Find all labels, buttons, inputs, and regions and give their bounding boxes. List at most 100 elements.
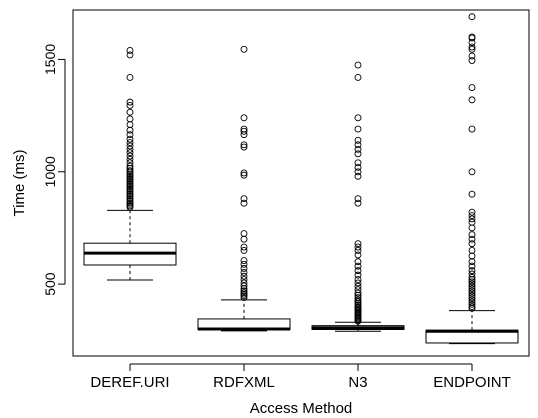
outlier-point [468,280,476,288]
outlier-point [126,199,134,207]
outlier-point [354,251,362,259]
outlier-point [126,190,134,198]
outlier-point [240,246,248,254]
outlier-point [354,145,362,153]
outlier-point [468,298,476,306]
outlier-point [240,169,248,177]
outlier-point [468,190,476,198]
outlier-point [354,114,362,122]
outlier-point [126,142,134,150]
outlier-point [354,243,362,251]
outlier-point [468,231,476,239]
outlier-point [468,289,476,297]
outlier-point [468,262,476,270]
outlier-point [126,51,134,59]
outlier-point [240,45,248,53]
outlier-point [240,287,248,295]
outlier-point [354,258,362,266]
outlier-point [354,163,362,171]
y-tick-label: 1500 [42,44,58,75]
boxes [83,13,519,345]
box-endpoint [425,13,519,345]
outlier-point [240,264,248,272]
outlier-point [126,197,134,205]
outlier-point [240,268,248,276]
outlier-point [468,278,476,286]
outlier-point [468,33,476,41]
outlier-point [354,136,362,144]
outlier-point [354,199,362,207]
outlier-point [126,180,134,188]
outlier-point [354,303,362,311]
outlier-point [468,294,476,302]
outlier-point [126,162,134,170]
outlier-point [126,102,134,109]
x-tick-label: N3 [348,374,367,391]
outlier-point [240,195,248,203]
y-tick-label: 500 [42,272,58,296]
outlier-point [240,127,248,135]
outlier-point [354,150,362,158]
outlier-point [468,125,476,133]
outlier-point [468,267,476,275]
outlier-point [126,131,134,139]
outlier-point [126,135,134,143]
outlier-point [468,270,476,278]
x-tick-label: DEREF.URI [90,374,169,391]
outlier-point [468,215,476,223]
outlier-point [126,184,134,191]
outlier-point [354,282,362,290]
outlier-point [468,240,476,248]
outlier-point [126,98,134,106]
outlier-point [354,125,362,133]
outlier-point [468,246,476,254]
outlier-point [468,57,476,65]
outlier-point [126,73,134,81]
outlier-point [240,260,248,268]
outlier-point [240,199,248,207]
outlier-point [354,73,362,81]
outlier-point [354,172,362,180]
outlier-point [126,159,134,167]
outlier-point [468,13,476,21]
outlier-point [126,145,134,153]
outlier-point [126,152,134,160]
outlier-point [354,168,362,176]
outlier-point [240,243,248,251]
outlier-point [354,240,362,248]
outlier-point [354,276,362,284]
box-rdfxml [197,45,291,332]
outlier-point [468,282,476,290]
outlier-point [354,286,362,294]
outlier-point [126,139,134,147]
outlier-point [240,294,248,302]
outlier-point [126,187,134,195]
outlier-point [354,159,362,167]
outlier-point [126,46,134,54]
outlier-point [354,141,362,149]
y-tick-label: 1000 [42,156,58,187]
outlier-point [126,108,134,116]
outlier-point [468,300,476,308]
outlier-point [354,294,362,302]
outlier-point [468,287,476,295]
outlier-point [354,267,362,275]
outlier-point [240,114,248,122]
outlier-point [240,279,248,287]
outlier-point [354,195,362,203]
box-deref-uri [83,46,177,281]
x-axis-label: Access Method [250,400,353,417]
outlier-point [468,52,476,60]
plot-frame [72,9,530,357]
x-axis: DEREF.URI RDFXML N3 ENDPOINT [90,363,511,391]
outlier-point [468,291,476,299]
outlier-point [240,125,248,133]
outlier-point [240,143,248,151]
outlier-point [240,289,248,297]
outlier-point [126,167,134,175]
outlier-point [468,84,476,91]
outlier-point [240,171,248,179]
y-axis: 500 1000 1500 [42,44,66,296]
